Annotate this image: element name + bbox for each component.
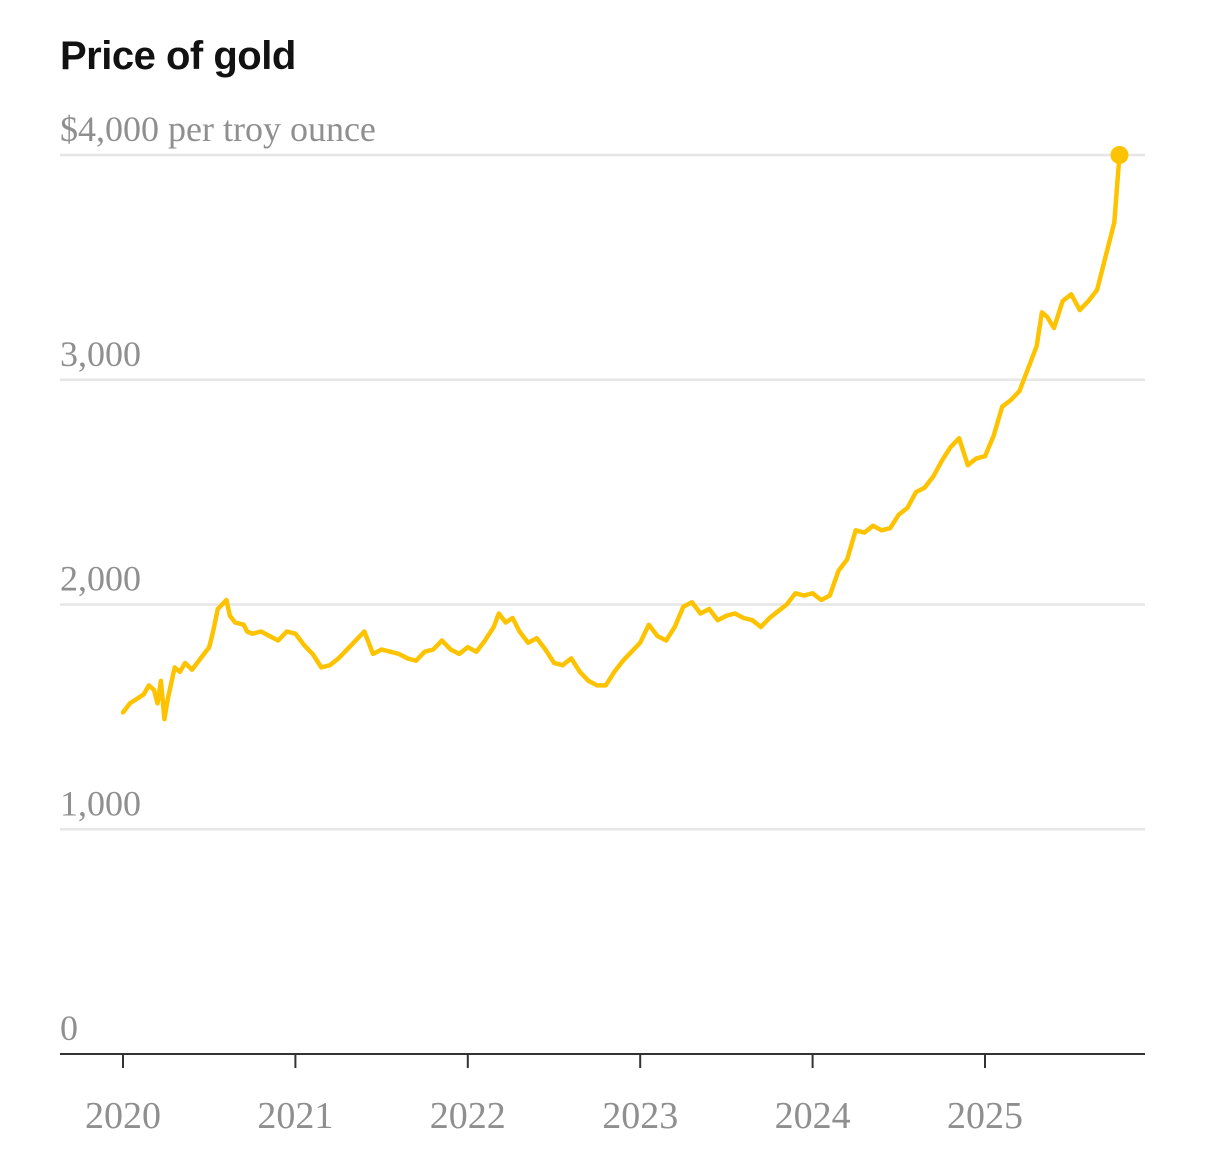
series — [120, 146, 1129, 722]
x-tick-label-2020: 2020 — [85, 1095, 161, 1137]
y-tick-label-2000: 2,000 — [60, 559, 141, 599]
x-tick-label-2025: 2025 — [947, 1095, 1023, 1137]
y-tick-label-1000: 1,000 — [60, 783, 141, 823]
x-tick-label-2022: 2022 — [430, 1095, 506, 1137]
x-tick-label-2024: 2024 — [775, 1095, 851, 1137]
y-tick-label-4000: $4,000 per troy ounce — [60, 109, 376, 149]
x-axis-ticks: 2020 2021 2022 2023 2024 2025 — [85, 1054, 1023, 1137]
latest-value-dot — [1110, 146, 1129, 164]
gold-price-line — [120, 152, 1122, 722]
x-tick-label-2023: 2023 — [602, 1095, 678, 1137]
y-tick-label-3000: 3,000 — [60, 334, 141, 374]
y-tick-label-0: 0 — [60, 1008, 78, 1048]
chart-title: Price of gold — [60, 34, 296, 78]
x-tick-label-2021: 2021 — [257, 1095, 333, 1137]
gridlines — [60, 153, 1145, 831]
y-axis-labels: 0 1,000 2,000 3,000 $4,000 per troy ounce — [60, 109, 376, 1048]
